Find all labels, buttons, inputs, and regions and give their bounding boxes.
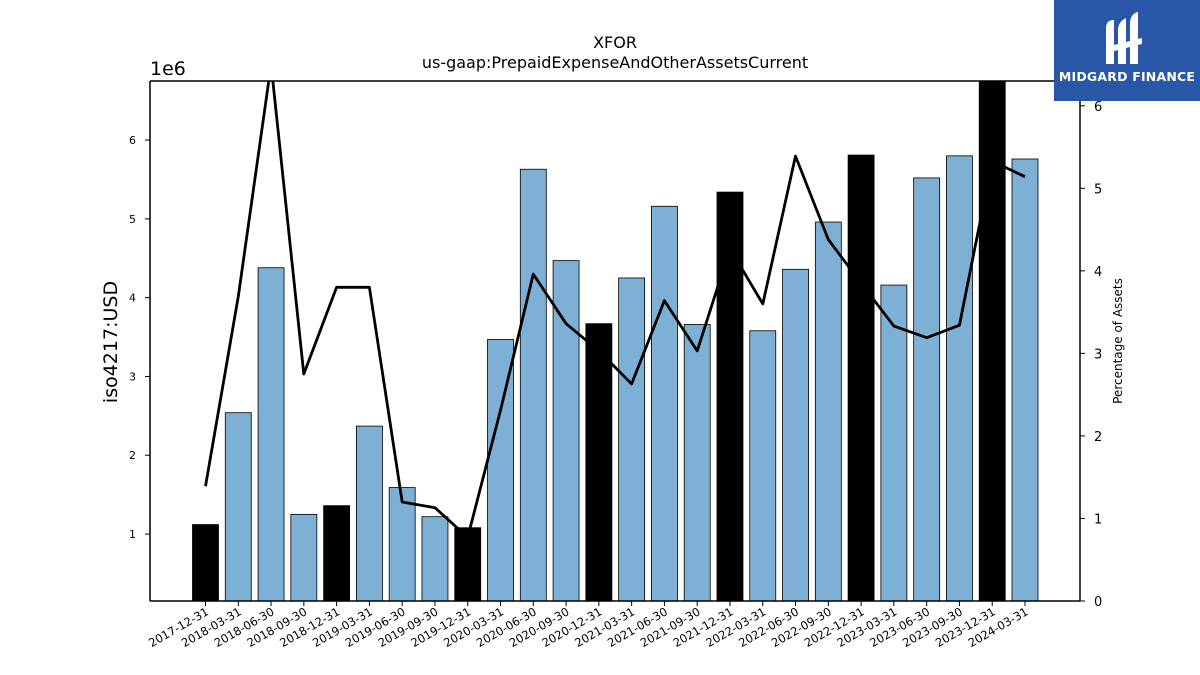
percentage-line: [204, 81, 1026, 539]
bar: [454, 527, 482, 602]
bar: [749, 330, 777, 602]
bar: [388, 487, 416, 602]
bar: [355, 425, 383, 602]
y-axis-multiplier: 1e6: [150, 58, 186, 80]
chart-title: XFOR: [593, 33, 637, 52]
bars-group: [192, 80, 1039, 602]
y2-axis-label: Percentage of Assets: [1111, 278, 1125, 404]
y-tick-label: 5: [129, 213, 136, 226]
bar: [651, 205, 678, 602]
bar: [978, 80, 1006, 602]
bar: [683, 324, 711, 602]
logo: MIDGARD FINANCE: [1054, 0, 1200, 101]
bar: [814, 221, 842, 602]
bar: [716, 191, 744, 602]
line-group: [204, 81, 1026, 539]
bar: [224, 412, 252, 602]
bar: [847, 154, 875, 602]
y2-tick-label: 6: [1094, 100, 1102, 115]
logo-mark-icon: [1106, 12, 1142, 64]
logo-text: MIDGARD FINANCE: [1058, 69, 1196, 84]
y-tick-label: 4: [129, 292, 136, 305]
y-tick-label: 2: [129, 449, 136, 462]
bar: [421, 516, 449, 602]
y2-tick-label: 3: [1094, 347, 1102, 362]
bar: [552, 260, 580, 602]
y2-tick-label: 2: [1094, 430, 1102, 445]
bar: [257, 267, 285, 602]
bar: [585, 323, 613, 602]
y-tick-label: 3: [129, 370, 136, 383]
y2-tick-label: 5: [1094, 182, 1102, 197]
bar: [782, 268, 809, 602]
y-tick-label: 6: [129, 134, 136, 147]
bar: [290, 513, 318, 602]
bar: [323, 505, 351, 602]
y2-tick-label: 1: [1094, 512, 1102, 527]
bar: [192, 524, 219, 602]
chart-subtitle: us-gaap:PrepaidExpenseAndOtherAssetsCurr…: [422, 53, 808, 72]
bar: [487, 339, 514, 602]
bar: [519, 168, 547, 602]
y2-tick-label: 0: [1094, 595, 1102, 610]
bar: [913, 177, 941, 602]
bar: [618, 277, 646, 602]
bar: [880, 284, 908, 602]
bar: [946, 155, 973, 602]
y-tick-label: 1: [129, 528, 136, 541]
y-axis-label: iso4217:USD: [100, 281, 122, 403]
y2-tick-label: 4: [1094, 265, 1102, 280]
bar: [1011, 158, 1039, 602]
